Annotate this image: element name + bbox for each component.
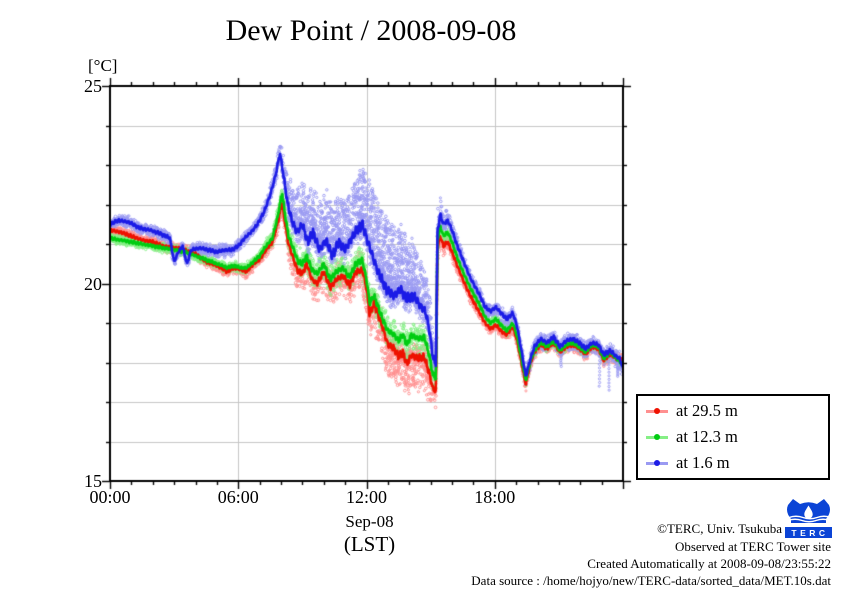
- x-tick-label: 06:00: [217, 487, 259, 507]
- y-axis-unit-label: [°C]: [88, 56, 118, 75]
- legend-item: at 29.5 m: [638, 398, 828, 424]
- observed-site-text: Observed at TERC Tower site: [674, 539, 831, 554]
- y-tick-label: 20: [84, 273, 102, 294]
- terc-logo: TERC: [785, 499, 832, 538]
- logo-text: TERC: [791, 528, 828, 538]
- x-tick-label: 18:00: [474, 487, 516, 507]
- x-tick-label: 12:00: [345, 487, 387, 507]
- legend-item: at 12.3 m: [638, 424, 828, 450]
- created-at-text: Created Automatically at 2008-09-08/23:5…: [587, 556, 831, 571]
- legend-label: at 29.5 m: [676, 401, 738, 420]
- copyright-text: ©TERC, Univ. Tsukuba: [657, 521, 782, 536]
- data-source-text: Data source : /home/hojyo/new/TERC-data/…: [471, 573, 831, 588]
- logo-band: [785, 527, 832, 538]
- logo-waterdrop-icon: [804, 505, 813, 519]
- legend-box: at 29.5 m at 12.3 m at 1.6 m: [636, 394, 830, 480]
- x-axis-unit-label: (LST): [343, 532, 396, 556]
- legend-label: at 1.6 m: [676, 453, 730, 472]
- x-axis-date-label: Sep-08: [345, 512, 394, 531]
- legend-marker-icon: [646, 407, 668, 415]
- y-tick-label: 25: [84, 76, 102, 96]
- chart-title: Dew Point / 2008-09-08: [225, 14, 517, 47]
- legend-marker-icon: [646, 459, 668, 467]
- legend-item: at 1.6 m: [638, 450, 828, 476]
- legend-marker-icon: [646, 433, 668, 441]
- x-tick-label: 00:00: [89, 487, 131, 507]
- y-tick-label: 15: [84, 471, 102, 491]
- legend-label: at 12.3 m: [676, 427, 738, 446]
- logo-wave-line: [788, 515, 832, 520]
- logo-wave-line: [787, 518, 831, 523]
